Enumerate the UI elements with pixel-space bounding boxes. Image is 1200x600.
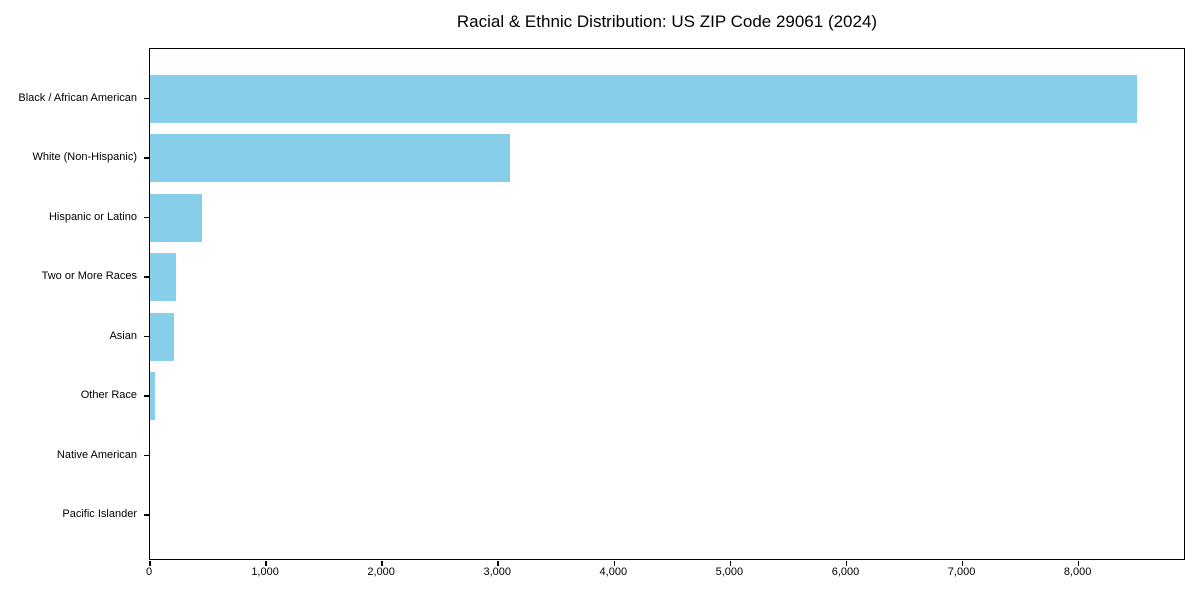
x-tick-label: 0 [145, 566, 153, 578]
y-tick-mark [143, 335, 149, 338]
x-tick-label: 4,000 [599, 566, 628, 578]
y-tick-label: Native American [56, 448, 137, 461]
bar [150, 253, 176, 301]
x-tick-mark [845, 560, 848, 566]
x-tick-mark [613, 560, 616, 566]
x-tick-label: 3,000 [483, 566, 511, 578]
x-tick-mark [497, 560, 499, 566]
y-tick-label: Pacific Islander [62, 508, 137, 520]
y-tick-label: Two or More Races [41, 270, 137, 282]
x-tick-label: 6,000 [831, 566, 860, 578]
x-tick-label: 7,000 [947, 566, 976, 578]
bar [150, 193, 203, 242]
x-tick-mark [381, 560, 383, 566]
bar [150, 134, 510, 182]
bar [150, 372, 155, 420]
plot-area [143, 48, 1185, 566]
y-tick-label: Hispanic or Latino [48, 210, 137, 223]
x-tick-mark [149, 560, 151, 566]
x-tick-label: 5,000 [715, 566, 744, 578]
x-tick-label: 2,000 [367, 566, 395, 578]
x-tick-mark [265, 560, 267, 566]
y-tick-mark [143, 157, 149, 159]
y-tick-mark [143, 276, 149, 278]
y-tick-label: Asian [109, 329, 137, 342]
y-tick-mark [143, 454, 149, 457]
y-tick-mark [143, 97, 149, 100]
y-tick-mark [143, 395, 149, 397]
x-tick-label: 1,000 [251, 566, 279, 578]
x-tick-mark [729, 560, 732, 566]
bar [150, 74, 1137, 123]
y-tick-label: Other Race [80, 389, 137, 401]
x-tick-mark [961, 560, 964, 566]
x-tick-mark [1077, 560, 1080, 566]
y-tick-label: White (Non-Hispanic) [32, 151, 137, 163]
y-tick-mark [143, 514, 149, 516]
bar [150, 312, 175, 361]
chart-title: Racial & Ethnic Distribution: US ZIP Cod… [456, 12, 878, 31]
y-tick-mark [143, 216, 149, 219]
x-tick-label: 8,000 [1063, 566, 1092, 578]
y-tick-label: Black / African American [18, 91, 137, 104]
